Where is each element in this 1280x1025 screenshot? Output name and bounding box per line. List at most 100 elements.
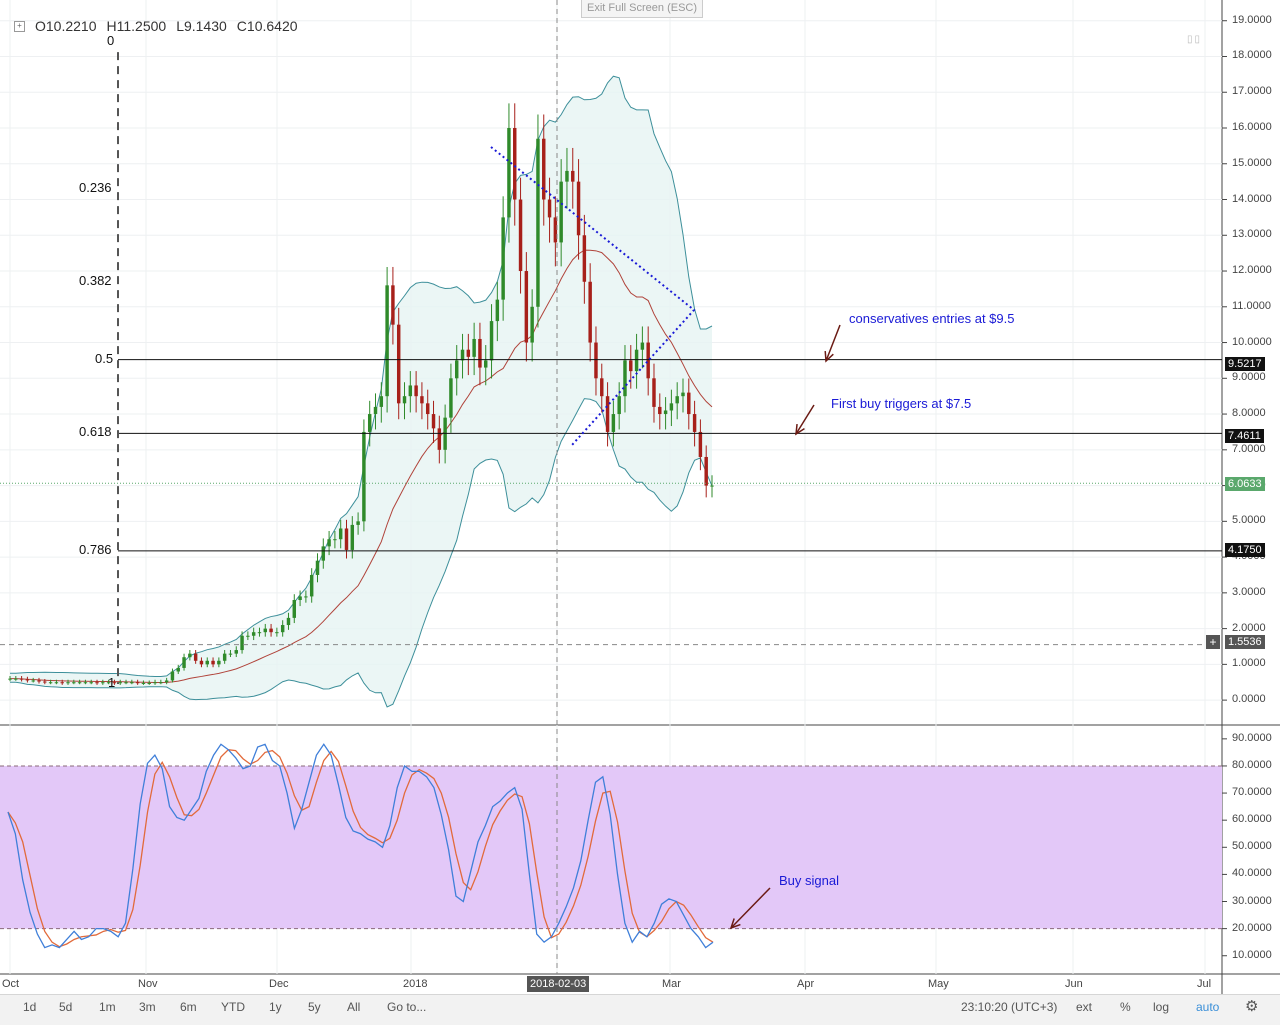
range-1y[interactable]: 1y — [269, 1000, 282, 1014]
date-tick-label: Jul — [1197, 978, 1212, 990]
price-tick-label: 12.0000 — [1232, 264, 1272, 277]
price-tag-4-17: 4.1750 — [1225, 543, 1265, 557]
candle-body — [484, 360, 488, 368]
goto-button[interactable]: Go to... — [387, 1000, 427, 1014]
range-5y[interactable]: 5y — [308, 1000, 321, 1014]
price-tick-label: 13.0000 — [1232, 228, 1272, 241]
candle-body — [553, 217, 558, 243]
candle-body — [205, 660, 209, 665]
candle-body — [629, 360, 633, 372]
exit-fullscreen-button[interactable]: Exit Full Screen (ESC) — [581, 0, 704, 18]
candle-body — [164, 680, 169, 683]
candle-body — [338, 528, 343, 540]
add-alert-icon[interactable]: + — [1206, 635, 1220, 649]
range-all[interactable]: All — [347, 1000, 361, 1014]
price-tag-7-46: 7.4611 — [1225, 429, 1264, 443]
price-tag-crosshair: 1.5536 — [1225, 635, 1265, 649]
high-value: H11.2500 — [106, 18, 167, 34]
candle-body — [710, 485, 714, 487]
candle-body — [19, 678, 24, 680]
range-5d[interactable]: 5d — [59, 1000, 73, 1014]
candle-body — [350, 524, 355, 550]
clock: 23:10:20 (UTC+3) — [961, 1000, 1058, 1014]
candle-body — [617, 396, 621, 415]
stoch-zone — [0, 765, 1222, 929]
candle-body — [356, 521, 360, 525]
candle-body — [663, 410, 668, 415]
candle-body — [147, 682, 151, 684]
candle-body — [25, 679, 30, 681]
candle-body — [101, 682, 105, 684]
price-tick-label: 19.0000 — [1232, 13, 1272, 26]
arrow-first-buy — [795, 404, 815, 435]
price-chart[interactable] — [0, 0, 1280, 994]
candlesticks — [8, 103, 714, 685]
fib-label: 1 — [108, 675, 116, 691]
date-tick-label: Jun — [1065, 978, 1083, 990]
candle-body — [542, 138, 546, 200]
date-tick-label: May — [928, 978, 949, 990]
candle-body — [124, 682, 128, 684]
fib-label: 0.236 — [79, 179, 112, 195]
price-tick-label: 7.0000 — [1232, 442, 1266, 455]
price-tick-label: 14.0000 — [1232, 192, 1272, 205]
date-tick-label: 2018 — [403, 978, 428, 990]
candle-body — [582, 235, 587, 282]
percent-toggle[interactable]: % — [1120, 1000, 1131, 1014]
stoch-d-line — [7, 749, 714, 948]
candle-body — [460, 349, 465, 361]
range-1m[interactable]: 1m — [99, 1000, 116, 1014]
price-tick-label: 15.0000 — [1232, 156, 1272, 169]
open-value: O10.2210 — [35, 18, 97, 34]
osc-tick-label: 50.0000 — [1232, 840, 1272, 853]
candle-body — [275, 632, 279, 634]
candle-body — [83, 682, 88, 684]
candle-body — [431, 414, 436, 429]
candle-body — [687, 392, 691, 415]
candle-body — [106, 682, 111, 684]
price-tick-label: 10.0000 — [1232, 335, 1272, 348]
osc-tick-label: 40.0000 — [1232, 867, 1272, 880]
candle-body — [31, 680, 35, 682]
auto-toggle[interactable]: auto — [1196, 1000, 1220, 1014]
price-tick-label: 8.0000 — [1232, 407, 1266, 420]
candle-body — [304, 596, 308, 598]
candle-body — [634, 349, 639, 372]
candle-body — [199, 660, 204, 665]
candle-body — [600, 378, 604, 397]
arrow-conservative — [825, 324, 841, 362]
log-toggle[interactable]: log — [1153, 1000, 1170, 1014]
candle-body — [420, 396, 424, 404]
range-ytd[interactable]: YTD — [221, 1000, 245, 1014]
close-value: C10.6420 — [236, 18, 298, 34]
arrow-buy-signal — [730, 887, 771, 929]
date-tick-label: Dec — [269, 978, 289, 990]
candle-body — [536, 138, 540, 307]
candle-body — [89, 682, 93, 684]
candle-body — [112, 682, 117, 684]
osc-tick-label: 90.0000 — [1232, 731, 1272, 744]
candle-body — [565, 170, 569, 182]
candle-body — [472, 338, 476, 357]
candle-body — [692, 414, 697, 432]
range-3m[interactable]: 3m — [139, 1000, 156, 1014]
candle-body — [414, 385, 418, 397]
candle-body — [176, 667, 180, 672]
candle-body — [43, 681, 47, 683]
fib-label: 0 — [107, 33, 115, 49]
candle-body — [466, 349, 471, 357]
candle-body — [280, 625, 285, 633]
price-tag-last: 6.0633 — [1225, 477, 1265, 491]
collapse-icon[interactable]: + — [14, 20, 25, 32]
range-1d[interactable]: 1d — [23, 1000, 37, 1014]
candle-body — [524, 271, 529, 343]
scale-toggle-icon[interactable]: ▯▯ — [1187, 34, 1203, 45]
date-tick-label: Apr — [797, 978, 815, 990]
ext-toggle[interactable]: ext — [1076, 1000, 1093, 1014]
settings-gear-icon[interactable]: ⚙ — [1245, 998, 1259, 1015]
candle-body — [118, 682, 122, 684]
candle-body — [37, 680, 41, 682]
candle-body — [54, 682, 59, 684]
ohlc-readout: + O10.2210 H11.2500 L9.1430 C10.6420 — [14, 18, 298, 34]
range-6m[interactable]: 6m — [180, 1000, 197, 1014]
